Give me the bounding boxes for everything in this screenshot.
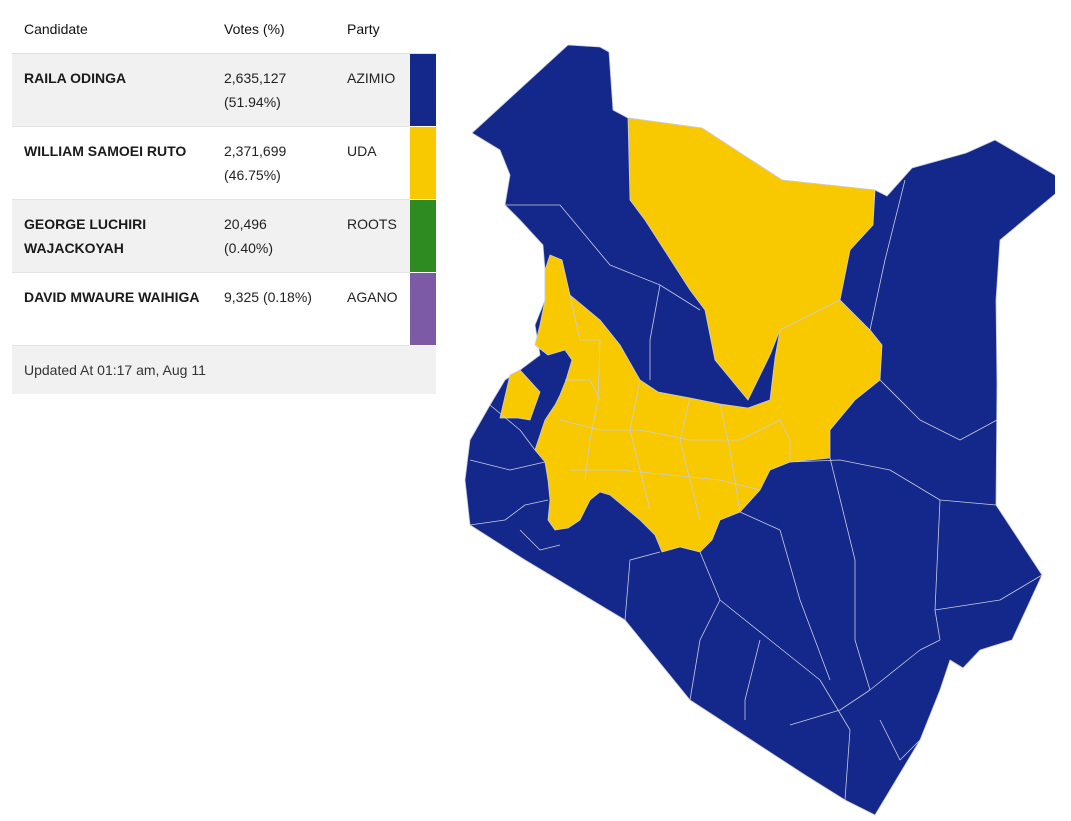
candidate-party: UDA: [335, 126, 410, 200]
vote-count: 20,496: [224, 216, 267, 232]
candidate-party: ROOTS: [335, 199, 410, 273]
vote-count: 2,635,127: [224, 70, 287, 86]
column-header-color: [410, 5, 436, 54]
party-color-swatch: [410, 126, 436, 200]
candidate-party: AZIMIO: [335, 53, 410, 127]
vote-count: 2,371,699: [224, 143, 287, 159]
candidate-name: GEORGE LUCHIRI WAJACKOYAH: [12, 199, 212, 273]
vote-percent: (0.18%): [262, 289, 312, 305]
candidate-party: AGANO: [335, 272, 410, 346]
candidate-name: WILLIAM SAMOEI RUTO: [12, 126, 212, 200]
table-row: GEORGE LUCHIRI WAJACKOYAH 20,496 (0.40%) …: [12, 199, 436, 273]
column-header-party: Party: [335, 5, 410, 54]
vote-percent: (0.40%): [224, 240, 274, 256]
map-uda-region-central: [534, 254, 883, 553]
updated-timestamp: Updated At 01:17 am, Aug 11: [12, 346, 436, 394]
candidate-votes: 20,496 (0.40%): [212, 199, 335, 273]
candidate-votes: 2,371,699 (46.75%): [212, 126, 335, 200]
vote-percent: (46.75%): [224, 167, 281, 183]
column-header-candidate: Candidate: [12, 5, 212, 54]
party-color-swatch: [410, 53, 436, 127]
candidate-name: RAILA ODINGA: [12, 53, 212, 127]
results-panel: Candidate Votes (%) Party RAILA ODINGA 2…: [12, 5, 436, 394]
map-uda-region-north: [627, 117, 876, 401]
map-uda-region-west: [499, 369, 541, 421]
results-table: Candidate Votes (%) Party RAILA ODINGA 2…: [12, 5, 436, 346]
candidate-votes: 2,635,127 (51.94%): [212, 53, 335, 127]
candidate-name: DAVID MWAURE WAIHIGA: [12, 272, 212, 346]
vote-percent: (51.94%): [224, 94, 281, 110]
kenya-results-map: [464, 44, 1055, 816]
map-county-borders: [469, 179, 1043, 801]
candidate-votes: 9,325 (0.18%): [212, 272, 335, 346]
table-row: RAILA ODINGA 2,635,127 (51.94%) AZIMIO: [12, 53, 436, 127]
party-color-swatch: [410, 199, 436, 273]
column-header-votes: Votes (%): [212, 5, 335, 54]
party-color-swatch: [410, 272, 436, 346]
vote-count: 9,325: [224, 289, 260, 305]
table-row: DAVID MWAURE WAIHIGA 9,325 (0.18%) AGANO: [12, 272, 436, 346]
table-row: WILLIAM SAMOEI RUTO 2,371,699 (46.75%) UD…: [12, 126, 436, 200]
table-header-row: Candidate Votes (%) Party: [12, 5, 436, 54]
